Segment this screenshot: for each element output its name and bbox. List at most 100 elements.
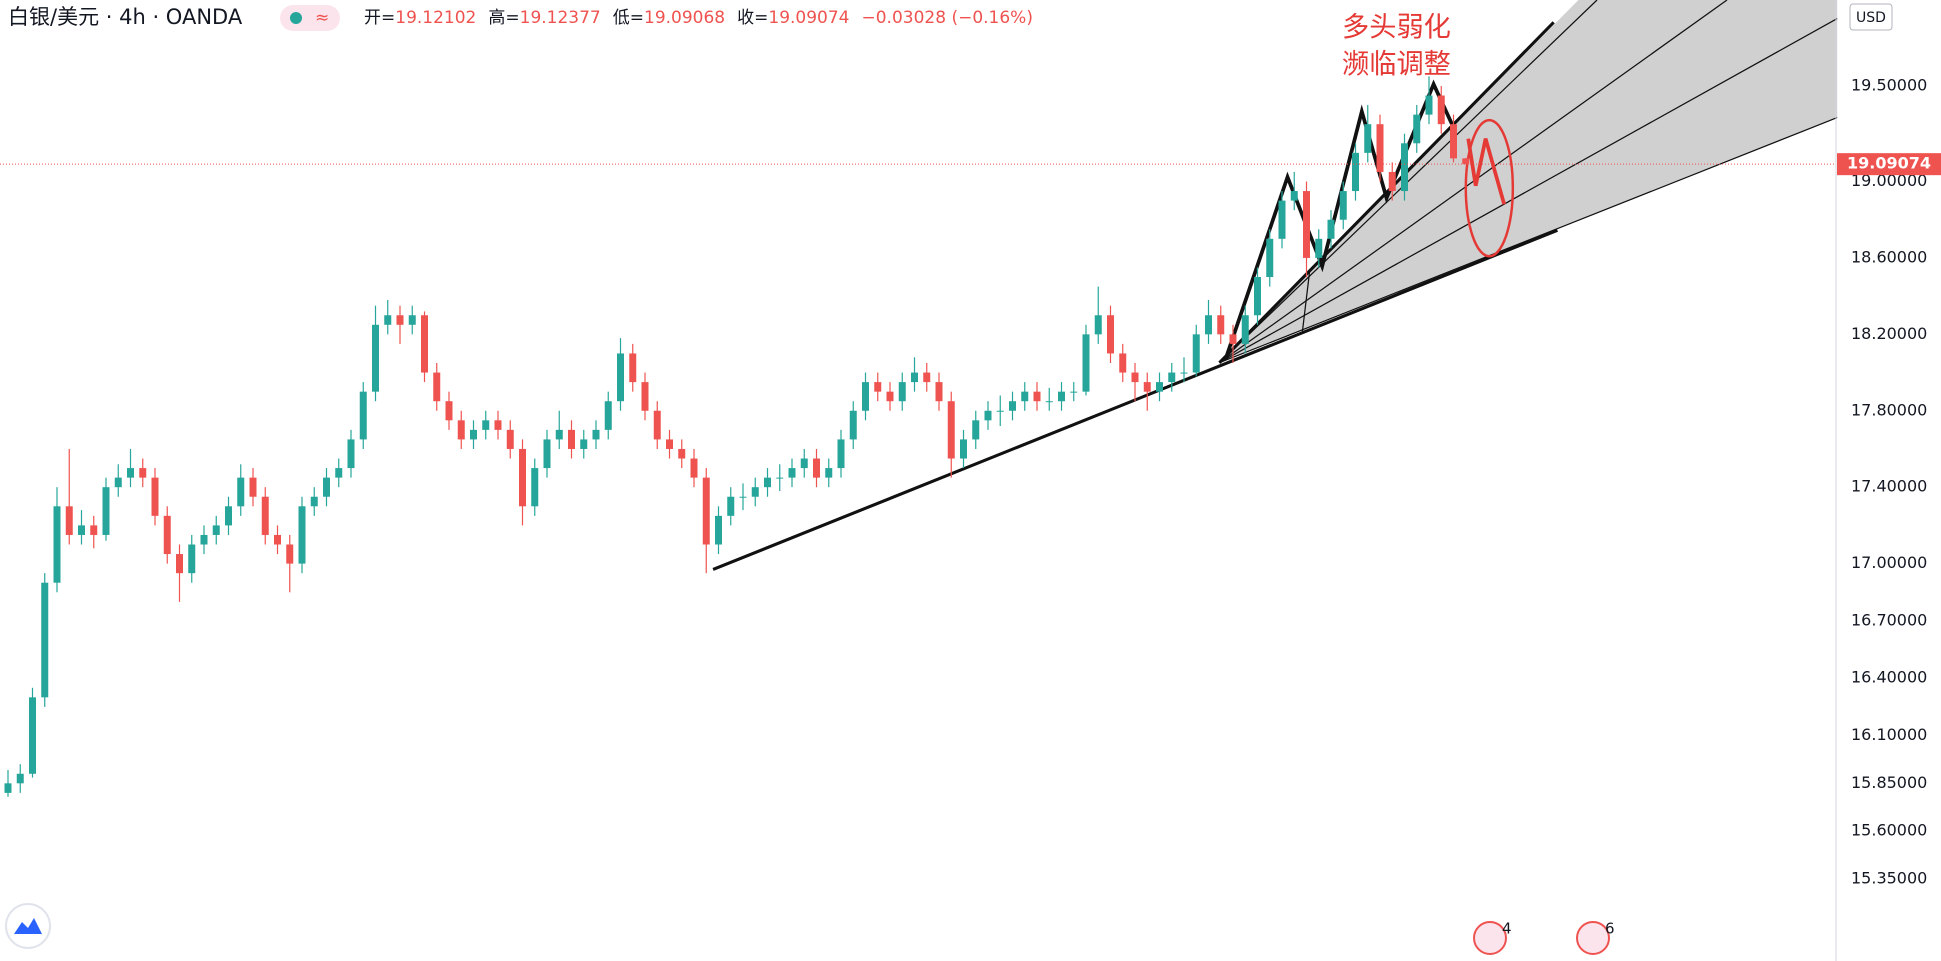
candle-body [568,429,575,449]
candle-body [421,315,428,373]
red-ellipse [1464,118,1515,258]
candle-body [200,534,208,545]
candle-body [580,439,588,449]
candle-body [1180,372,1188,374]
candle-body [237,477,245,507]
currency-box [1849,3,1893,31]
change: −0.03028 (−0.16%) [862,8,1033,28]
candle-body [163,515,171,555]
candle-body [65,506,73,535]
candle-body [702,477,710,545]
candle-body [678,448,686,459]
candle-body [813,458,820,478]
red-arrow [1466,138,1506,205]
candle-body [1364,124,1372,153]
candle-body [947,401,955,459]
header: 白银/美元 · 4h · OANDA ≈ 开= 19.12102 高= 19.1237… [8,5,1033,31]
ohlc-label: 高= [488,8,519,28]
candle-body [862,382,869,411]
candle-body [972,420,980,440]
price-axis: 15.35000 15.60000 15.85000 16.10000 16.40000… [1851,75,1927,887]
y-tick-label: 16.10000 [1851,725,1927,744]
candle-body [1437,95,1445,125]
candle-body [372,324,379,392]
last-price-box [1837,153,1941,176]
y-tick-label: 19.00000 [1851,171,1927,190]
candle-body [335,468,343,478]
y-tick-label: 19.50000 [1851,75,1927,94]
candle-body [457,420,465,440]
candle-body [41,582,49,698]
y-tick-label: 17.40000 [1851,477,1927,496]
candle-body [188,544,196,574]
candle-body [396,315,404,325]
candle-body [1376,124,1384,172]
candle-body [139,468,147,478]
candle-body [849,410,857,440]
candle-body [1119,353,1127,373]
candle-body [16,773,24,784]
y-tick-label: 18.60000 [1851,247,1927,266]
candle-body [1058,391,1065,402]
candle-body [1168,372,1176,383]
candle-body [114,477,122,488]
y-tick-label: 15.85000 [1851,773,1927,792]
candle-body [788,468,796,478]
candle-body [127,468,134,478]
candle-body [653,410,661,440]
candle-body [1009,401,1016,411]
candle-body [1229,334,1237,344]
fan-fill [1219,0,1838,363]
candle-body [1021,391,1029,402]
candle-body [359,391,367,440]
candle-body [384,315,392,325]
candle-body [90,525,98,535]
candle-body [1462,158,1470,165]
candle-body [764,477,771,488]
ohlc-value: 19.12102 [395,8,476,28]
candle-body [1303,191,1310,258]
candle-body [690,458,698,478]
candle-body [1217,315,1225,335]
candle-body [666,439,673,449]
candle-body [751,487,759,497]
candle-body [212,525,220,535]
candle-body [1082,334,1090,392]
candle-body [78,525,85,535]
candle-body [323,477,330,497]
candle-body [531,468,539,507]
symbol: 白银/美元 · 4h · OANDA [8,5,243,29]
candle-body [641,382,649,411]
candle-body [555,429,563,440]
ohlc-label: 收= [737,8,768,28]
candle-body [886,391,894,402]
candle-body [176,554,183,574]
candle-body [1413,114,1421,144]
drawings: 多头弱化 濒临调整 [712,0,1838,571]
candle-body [1266,238,1274,278]
y-tick-label: 17.00000 [1851,553,1927,572]
candle-body [1107,315,1114,354]
candle-body [1156,382,1163,392]
status-pill [280,5,340,31]
currency: USD [1856,10,1886,26]
candle-body [1401,143,1408,192]
candle-body [274,534,281,545]
candle-body [506,429,514,449]
candle-body [249,477,257,497]
candles [4,76,1470,797]
candle-body [1315,238,1323,258]
candle-body [408,315,416,325]
candle-body [1070,391,1078,393]
candle-body [102,487,110,535]
candle-body [494,420,502,430]
ohlc-value: 19.12377 [520,8,601,28]
candle-body [1143,382,1151,392]
candle-body [874,382,882,392]
candle-body [739,496,747,498]
candle-body [1339,191,1347,220]
candle-body [727,496,735,516]
candle-body [1254,277,1261,316]
last-price-label: 19.09074 [1847,154,1931,173]
